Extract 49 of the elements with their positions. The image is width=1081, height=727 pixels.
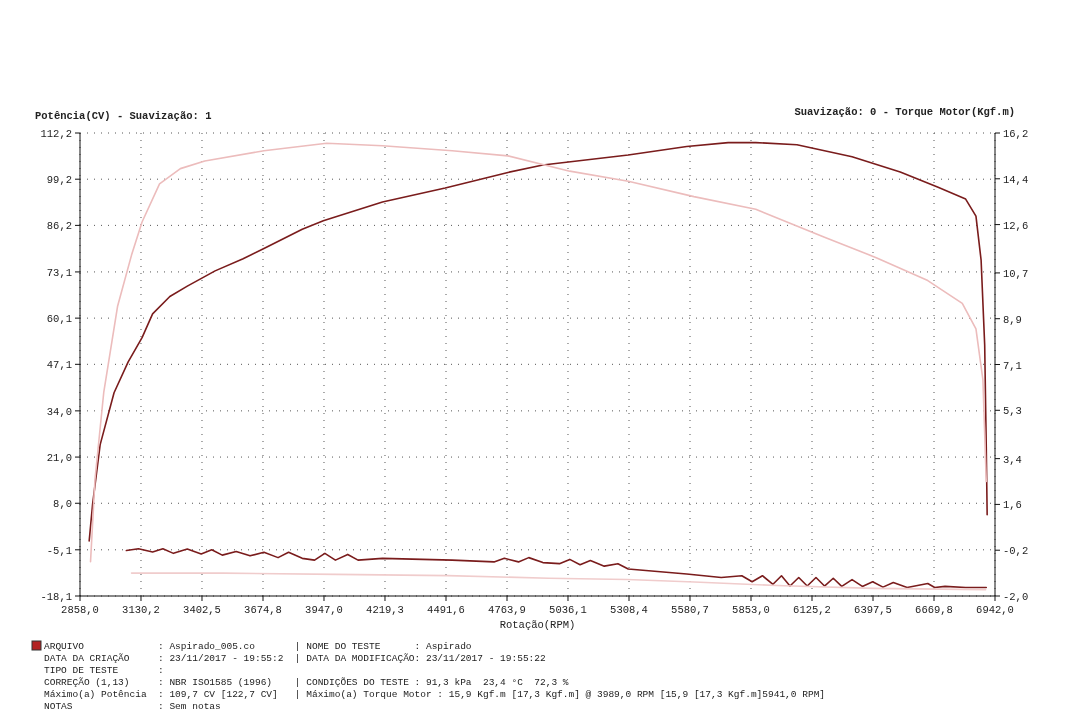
- y-tick-label: 47,1: [46, 359, 72, 372]
- x-tick-label: 5853,0: [732, 604, 770, 616]
- y2-tick-label: 8,9: [1003, 313, 1022, 326]
- x-tick-label: 4219,3: [366, 604, 404, 616]
- x-tick-label: 2858,0: [61, 604, 99, 616]
- text: DATA DA CRIAÇÃO : 23/11/2017 - 19:55:2 | DATA DA MODIFICAÇÃO: 23/11/2017 - 19:55:22: [44, 653, 546, 664]
- text: ARQUIVO : Aspirado_005.co | NOME DO TESTE : Aspirado: [44, 641, 472, 652]
- y-tick-label: 21,0: [46, 452, 72, 465]
- y-tick-label: -18,1: [40, 591, 72, 603]
- y-axis-title: Potência(CV) - Suavização: 1: [35, 110, 212, 122]
- y-tick-label: 8,0: [53, 498, 72, 511]
- x-tick-label: 4763,9: [488, 604, 526, 616]
- x-tick-label: 3674,8: [244, 604, 282, 616]
- x-tick-label: 5308,4: [610, 604, 648, 616]
- text: NOTAS : Sem notas: [44, 701, 221, 712]
- y-tick-label: 112,2: [40, 128, 72, 140]
- text: CORREÇÃO (1,13) : NBR ISO1585 (1996) | CONDIÇÕES DO TESTE : 91,3 kPa 23,4 °C 72,3 %: [44, 677, 569, 688]
- x-tick-label: 3402,5: [183, 604, 221, 616]
- y2-tick-label: 10,7: [1003, 267, 1029, 280]
- y2-tick-label: 1,6: [1003, 499, 1022, 512]
- y2-tick-label: -0,2: [1003, 545, 1029, 558]
- x-tick-label: 6942,0: [976, 604, 1014, 616]
- x-tick-label: 6397,5: [854, 604, 892, 616]
- y-tick-label: 34,0: [46, 405, 72, 418]
- y2-tick-label: 5,3: [1003, 405, 1022, 418]
- x-tick-label: 5036,1: [549, 604, 587, 616]
- line-series: [125, 547, 988, 589]
- y-tick-label: 99,2: [46, 174, 72, 187]
- line-series: [130, 572, 987, 591]
- y-tick-label: -5,1: [46, 544, 72, 557]
- x-tick-label: 6669,8: [915, 604, 953, 616]
- y2-tick-label: 7,1: [1003, 359, 1022, 372]
- y-tick-label: 86,2: [46, 220, 72, 233]
- y2-tick-label: 14,4: [1003, 173, 1029, 186]
- y2-axis-title: Suavização: 0 - Torque Motor(Kgf.m): [794, 106, 1015, 118]
- x-tick-label: 4491,6: [427, 604, 465, 616]
- text: Máximo(a) Potência : 109,7 CV [122,7 CV] | Máximo(a) Torque Motor : 15,9 Kgf.m [17,3 Kgf.m] @ 3989,0 RPM [15,9 [17,3 Kgf.m]5941,0 RPM]: [44, 689, 826, 700]
- x-tick-label: 5580,7: [671, 604, 709, 616]
- x-axis-title: Rotação(RPM): [499, 619, 576, 631]
- y2-tick-label: 3,4: [1003, 453, 1022, 466]
- y-tick-label: 73,1: [46, 266, 72, 279]
- y2-tick-label: -2,0: [1003, 591, 1029, 603]
- x-tick-label: 6125,2: [793, 604, 831, 616]
- x-tick-label: 3947,0: [305, 604, 343, 616]
- text: TIPO DE TESTE :: [44, 665, 164, 676]
- y-tick-label: 60,1: [46, 313, 72, 326]
- y2-tick-label: 12,6: [1003, 219, 1029, 232]
- x-tick-label: 3130,2: [122, 604, 160, 616]
- y2-tick-label: 16,2: [1003, 128, 1029, 140]
